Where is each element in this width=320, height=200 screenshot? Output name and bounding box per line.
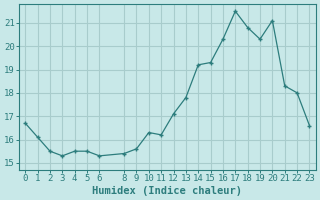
X-axis label: Humidex (Indice chaleur): Humidex (Indice chaleur) bbox=[92, 186, 242, 196]
